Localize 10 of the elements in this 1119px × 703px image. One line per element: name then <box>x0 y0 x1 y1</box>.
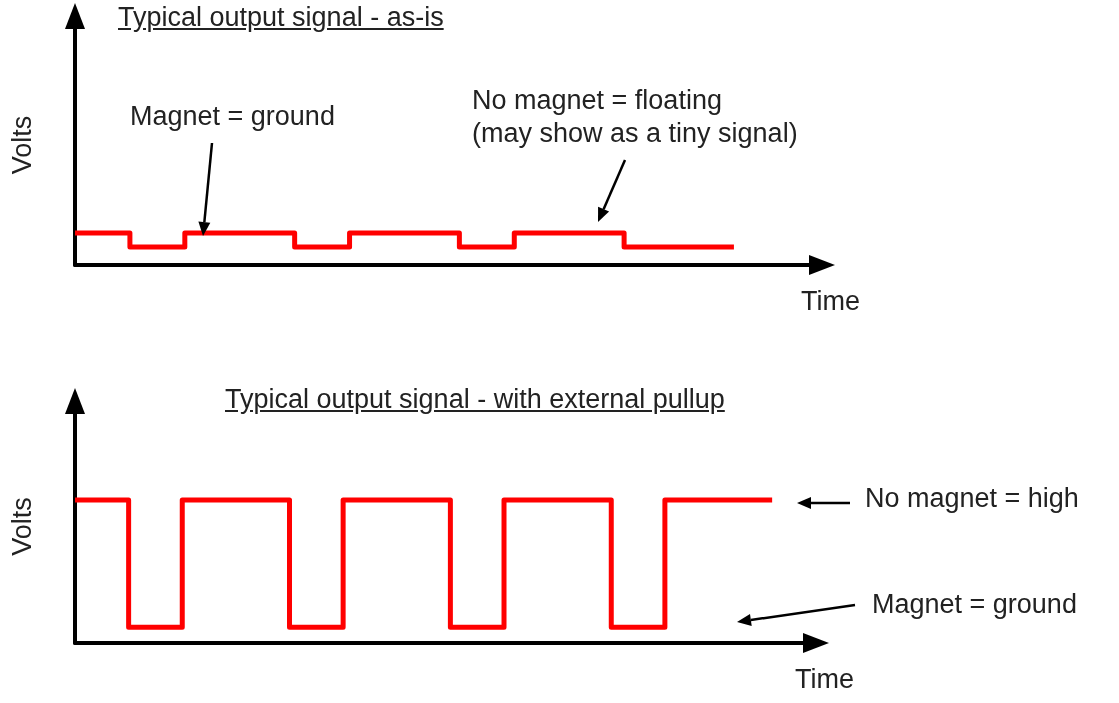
y-axis-title: Volts <box>6 497 37 556</box>
x-axis-title: Time <box>795 663 854 694</box>
x-axis-title: Time <box>801 285 860 316</box>
chart-title: Typical output signal - with external pullup <box>225 384 725 415</box>
y-axis-title: Volts <box>6 115 37 175</box>
text: Magnet = ground <box>130 100 335 133</box>
chart-title: Typical output signal - as-is <box>118 2 444 33</box>
text: No magnet = floating (may show as a tiny signal) <box>472 84 798 150</box>
text: No magnet = high <box>865 482 1079 515</box>
text: Magnet = ground <box>872 588 1077 621</box>
